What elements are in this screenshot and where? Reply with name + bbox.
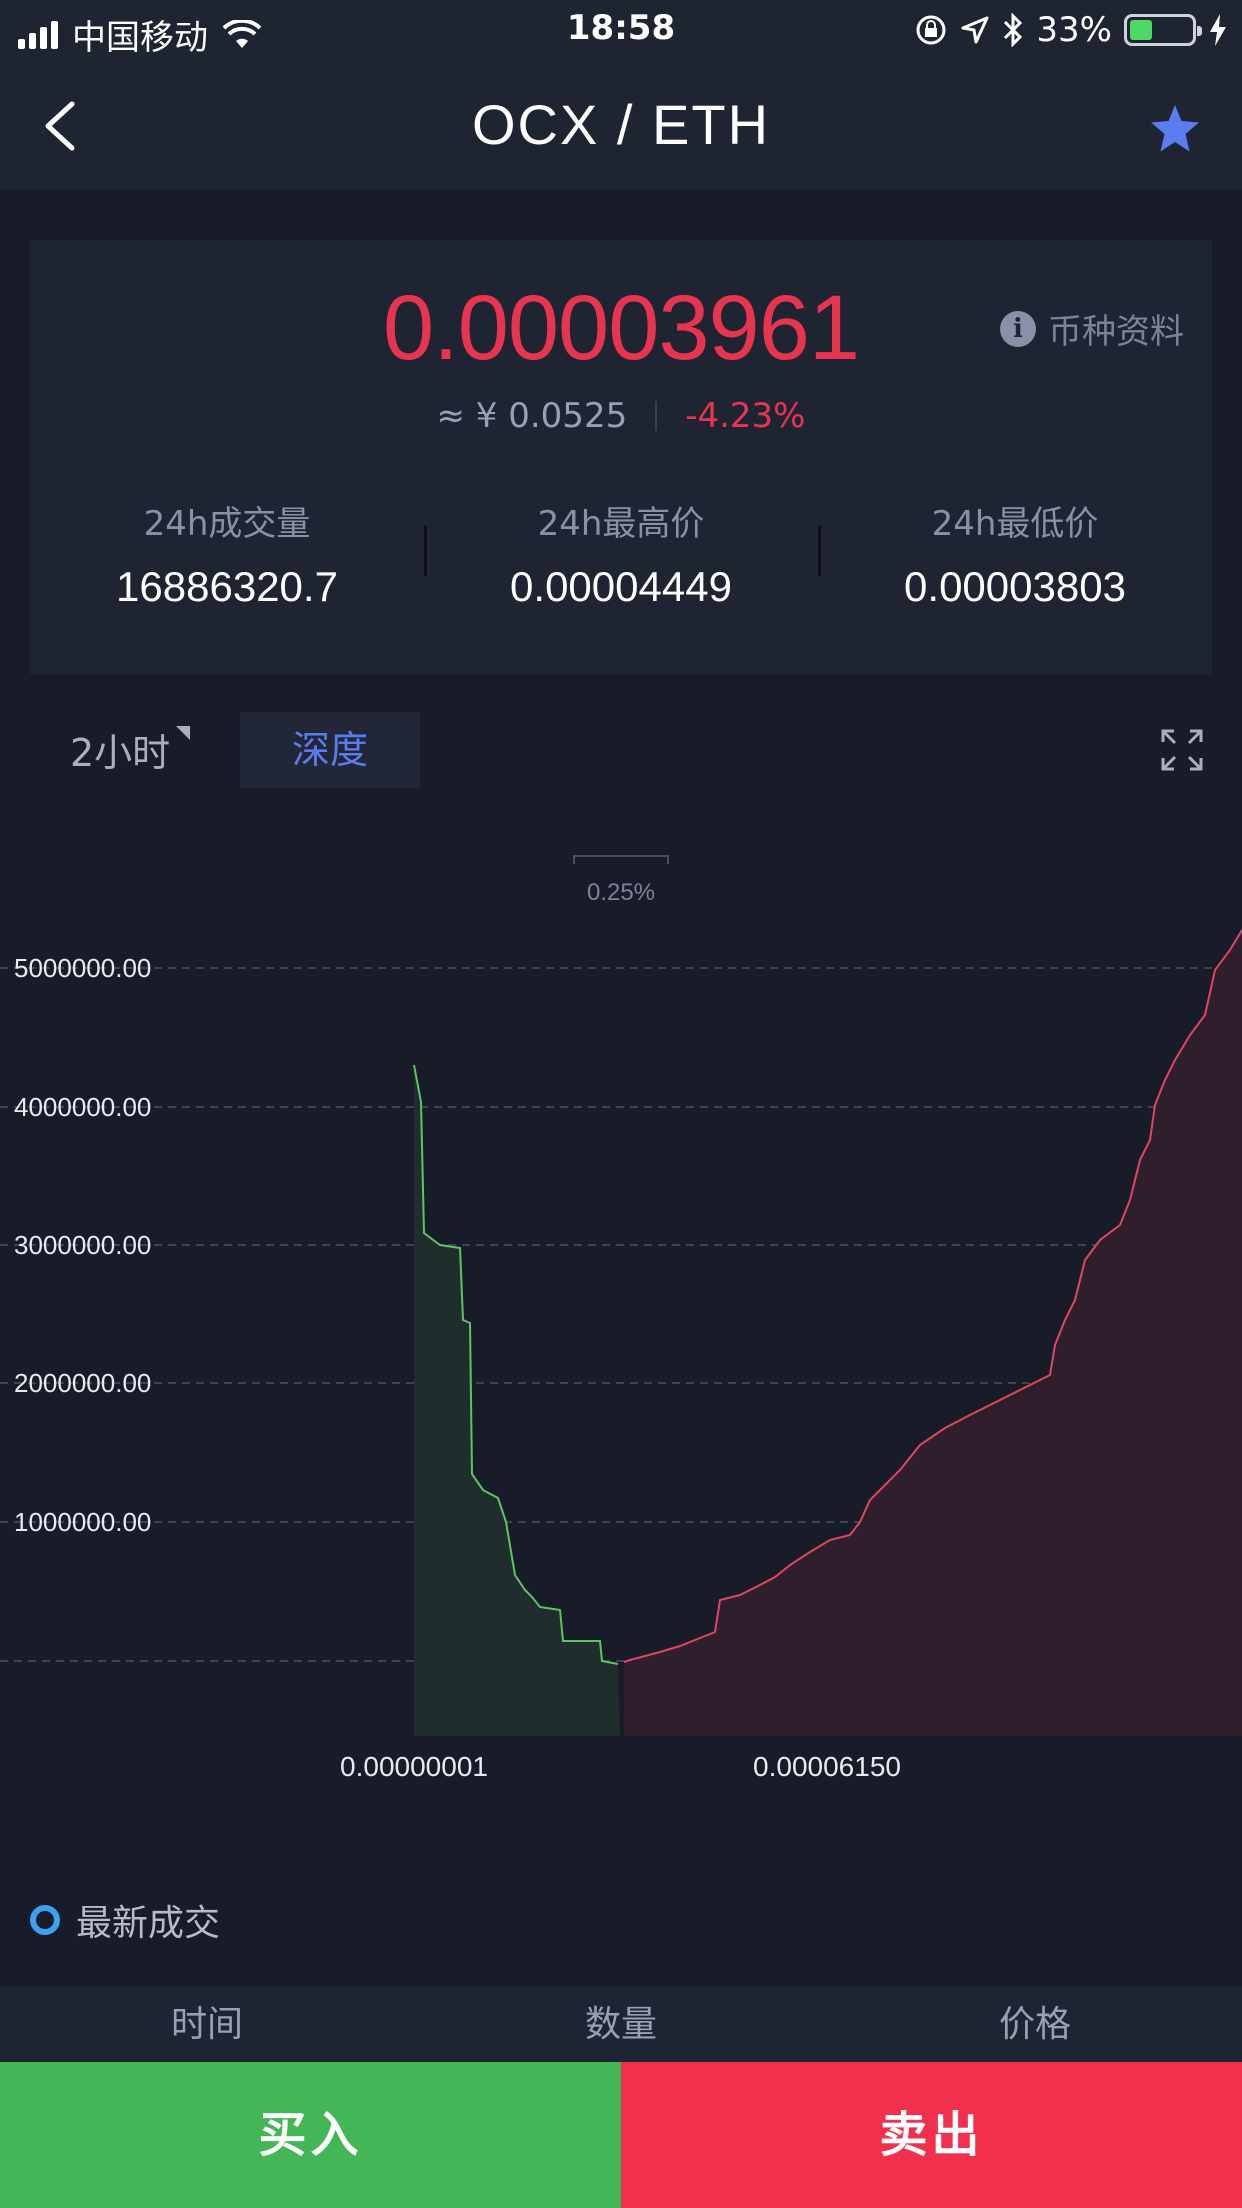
stat-label: 24h成交量 [143,504,311,544]
y-axis-tick: 3000000.00 [14,1230,151,1260]
wifi-icon [222,19,262,48]
x-axis-tick: 0.00000001 [340,1751,488,1782]
favorite-star-icon[interactable] [1148,102,1202,156]
price-change: -4.23% [685,396,806,436]
y-axis-tick: 5000000.00 [14,953,151,983]
carrier-name: 中国移动 [72,18,208,58]
bluetooth-icon [1004,13,1023,47]
stat-value: 16886320.7 [116,563,338,610]
back-icon[interactable] [38,100,86,152]
location-icon [961,16,989,44]
y-axis-tick: 1000000.00 [14,1507,151,1537]
column-header-amount: 数量 [584,2004,657,2045]
battery-icon [1124,14,1202,46]
y-axis-tick: 2000000.00 [14,1368,151,1398]
info-icon: i [1000,310,1036,347]
depth-chart[interactable]: 0.25% 5000000.00 4000000.00 3000000.00 2… [0,840,1242,1800]
column-header-time: 时间 [170,2004,243,2045]
latest-trades-title: 最新成交 [76,1903,221,1944]
stat-label: 24h最高价 [537,504,705,544]
tab-depth[interactable]: 深度 [240,712,420,788]
bid-depth-line [413,1064,619,1665]
x-axis-tick: 0.00006150 [753,1751,901,1782]
bid-depth-area [414,1065,620,1736]
stat-value: 0.00004449 [510,563,732,610]
latest-trades-header: 最新成交 [30,1894,220,1946]
ask-depth-line [623,929,1242,1663]
cny-price: ≈ ¥ 0.0525 [436,396,628,436]
coin-info-link[interactable]: i 币种资料 [1000,304,1184,353]
stat-high: 24h最高价 0.00004449 [424,496,818,611]
tab-period[interactable]: 2小时 [70,722,191,777]
ring-icon [30,1905,60,1935]
stat-low: 24h最低价 0.00003803 [818,496,1212,611]
orientation-lock-icon [916,15,946,45]
stat-value: 0.00003803 [904,563,1126,610]
ticker-card: 0.00003961 i 币种资料 ≈ ¥ 0.0525 -4.23% 24h成… [30,240,1212,674]
buy-button[interactable]: 买入 [0,2062,621,2208]
nav-bar: OCX / ETH [0,62,1242,190]
charging-icon [1210,14,1226,46]
ask-depth-area [624,930,1242,1736]
last-price: 0.00003961 [382,277,860,379]
status-time: 18:58 [566,8,676,48]
stat-label: 24h最低价 [931,504,1099,544]
trades-table-header: 时间 数量 价格 [0,1986,1242,2064]
spread-label: 0.25% [587,879,655,906]
divider [655,401,658,431]
fullscreen-icon[interactable] [1160,728,1204,772]
battery-percent: 33% [1036,10,1112,50]
page-title: OCX / ETH [471,93,771,156]
stat-volume: 24h成交量 16886320.7 [30,496,424,611]
signal-icon [18,20,58,49]
y-axis-tick: 4000000.00 [14,1092,151,1122]
coin-info-label: 币种资料 [1048,312,1184,352]
column-header-price: 价格 [998,2004,1071,2045]
status-bar: 中国移动 18:58 33% [0,0,1242,62]
sell-button[interactable]: 卖出 [621,2062,1242,2208]
